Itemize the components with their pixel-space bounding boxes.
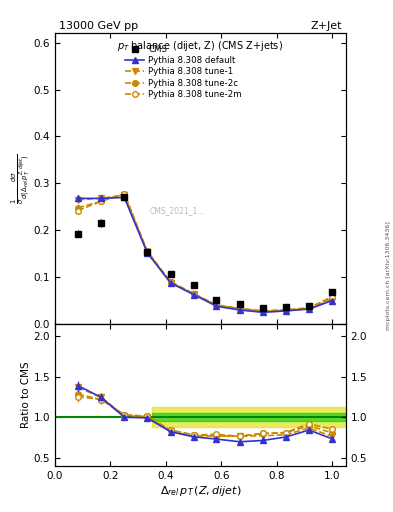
Text: $p_T$ balance (dijet, Z) (CMS Z+jets): $p_T$ balance (dijet, Z) (CMS Z+jets) — [118, 39, 283, 53]
Text: CMS_2021_1...: CMS_2021_1... — [149, 206, 205, 216]
Text: mcplots.cern.ch [arXiv:1306.3436]: mcplots.cern.ch [arXiv:1306.3436] — [386, 221, 391, 330]
Legend: CMS, Pythia 8.308 default, Pythia 8.308 tune-1, Pythia 8.308 tune-2c, Pythia 8.3: CMS, Pythia 8.308 default, Pythia 8.308 … — [123, 44, 244, 100]
X-axis label: $\Delta_{rel}\,p_T\,(Z,dijet)$: $\Delta_{rel}\,p_T\,(Z,dijet)$ — [160, 483, 241, 498]
Y-axis label: Ratio to CMS: Ratio to CMS — [21, 361, 31, 429]
Text: 13000 GeV pp: 13000 GeV pp — [59, 20, 138, 31]
Text: Z+Jet: Z+Jet — [310, 20, 342, 31]
Y-axis label: $\frac{1}{\sigma}\frac{d\sigma}{d(\Delta_{rel}\,p_T^{Z,dijet})}$: $\frac{1}{\sigma}\frac{d\sigma}{d(\Delta… — [10, 154, 32, 204]
